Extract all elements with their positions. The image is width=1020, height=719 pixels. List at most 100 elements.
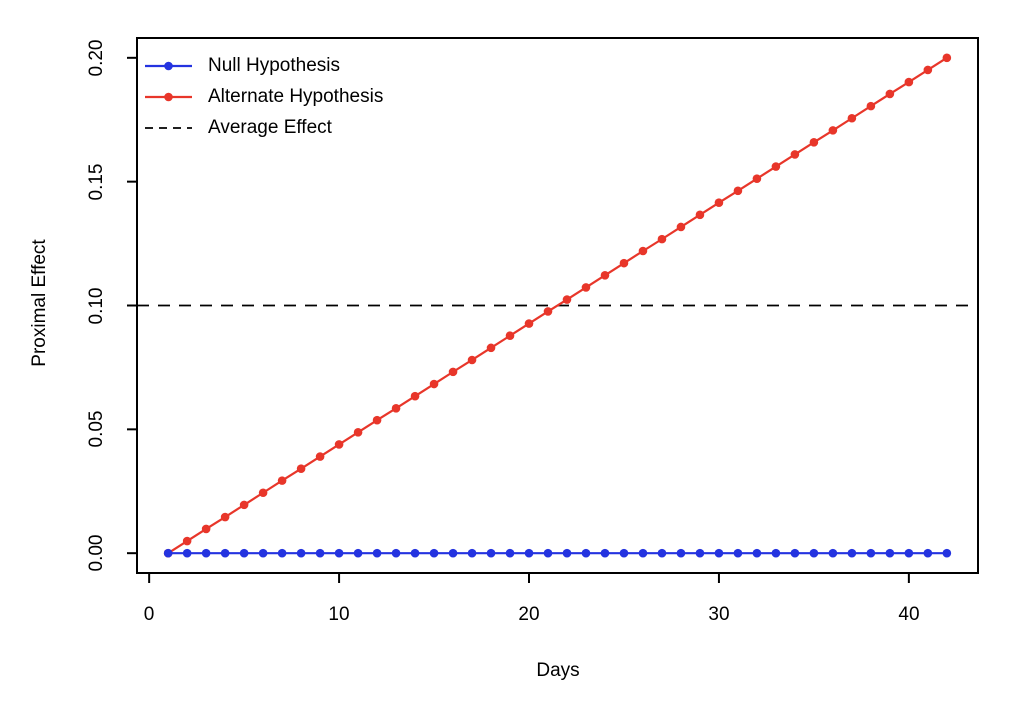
data-point bbox=[752, 174, 762, 183]
data-point bbox=[923, 548, 933, 558]
data-point bbox=[448, 367, 458, 377]
data-point bbox=[695, 548, 705, 558]
data-point bbox=[315, 548, 325, 558]
data-point bbox=[714, 198, 724, 208]
data-point bbox=[885, 548, 895, 558]
data-point bbox=[866, 548, 876, 558]
data-point bbox=[353, 548, 363, 558]
data-point bbox=[581, 283, 591, 292]
data-point bbox=[277, 548, 287, 558]
data-point bbox=[923, 65, 933, 75]
data-point bbox=[828, 548, 838, 558]
data-point bbox=[562, 295, 572, 304]
data-point bbox=[638, 548, 648, 558]
data-point bbox=[296, 464, 306, 474]
legend-line-marker-null-icon bbox=[145, 61, 192, 70]
data-point bbox=[790, 548, 800, 558]
data-point bbox=[429, 379, 439, 389]
data-point bbox=[239, 500, 249, 510]
data-point bbox=[581, 548, 591, 558]
legend-label-null: Null Hypothesis bbox=[208, 54, 340, 76]
data-point bbox=[201, 524, 211, 534]
data-point bbox=[486, 343, 496, 353]
y-tick-label-015: 0.15 bbox=[86, 163, 107, 201]
legend-label-average: Average Effect bbox=[208, 116, 332, 138]
data-point bbox=[809, 548, 819, 558]
data-point bbox=[353, 428, 363, 437]
legend-dashed-line-icon bbox=[145, 126, 192, 129]
data-point bbox=[866, 101, 876, 111]
data-point bbox=[676, 222, 686, 232]
data-point bbox=[847, 548, 857, 558]
data-point bbox=[258, 488, 268, 498]
legend-line-marker-alternate-icon bbox=[145, 92, 192, 101]
data-point bbox=[695, 210, 705, 220]
data-point bbox=[562, 548, 572, 558]
data-point bbox=[885, 89, 895, 99]
data-point bbox=[315, 452, 325, 461]
data-point bbox=[467, 548, 477, 558]
data-point bbox=[182, 548, 192, 558]
data-point bbox=[733, 548, 743, 558]
data-point bbox=[277, 476, 287, 485]
data-point bbox=[904, 77, 914, 87]
data-point bbox=[182, 536, 192, 546]
legend: Null Hypothesis Alternate Hypothesis Ave… bbox=[145, 50, 383, 143]
data-point bbox=[676, 548, 686, 558]
data-point bbox=[201, 548, 211, 558]
data-point bbox=[486, 548, 496, 558]
data-point bbox=[657, 548, 667, 558]
data-point bbox=[752, 548, 762, 558]
data-point bbox=[790, 150, 800, 159]
data-point bbox=[619, 548, 629, 558]
y-tick-label-020: 0.20 bbox=[86, 39, 107, 77]
data-point bbox=[239, 548, 249, 558]
data-point bbox=[505, 548, 515, 558]
legend-row-alternate: Alternate Hypothesis bbox=[145, 81, 383, 112]
x-tick-label-0: 0 bbox=[143, 604, 155, 625]
data-point bbox=[524, 548, 534, 558]
data-point bbox=[904, 548, 914, 558]
x-tick-label-10: 10 bbox=[328, 604, 350, 625]
data-point bbox=[505, 331, 515, 341]
y-tick-label-005: 0.05 bbox=[86, 410, 107, 448]
data-point bbox=[809, 137, 819, 147]
data-point bbox=[600, 548, 610, 558]
data-point bbox=[220, 512, 230, 522]
data-point bbox=[391, 403, 401, 413]
x-tick-label-20: 20 bbox=[518, 604, 540, 625]
x-tick-label-40: 40 bbox=[898, 604, 920, 625]
data-point bbox=[942, 53, 952, 63]
data-point bbox=[258, 548, 268, 558]
data-point bbox=[942, 548, 952, 558]
data-point bbox=[372, 548, 382, 558]
data-point bbox=[448, 548, 458, 558]
data-point bbox=[524, 319, 534, 328]
data-point bbox=[771, 162, 781, 171]
data-point bbox=[543, 548, 553, 558]
data-point bbox=[714, 548, 724, 558]
data-point bbox=[600, 270, 610, 280]
data-point bbox=[410, 391, 420, 401]
y-tick-label-000: 0.00 bbox=[86, 534, 107, 572]
data-point bbox=[410, 548, 420, 558]
data-point bbox=[429, 548, 439, 558]
y-axis-title: Proximal Effect bbox=[29, 239, 50, 367]
y-tick-label-010: 0.10 bbox=[86, 287, 107, 325]
x-axis-title: Days bbox=[536, 660, 580, 681]
data-point bbox=[220, 548, 230, 558]
data-point bbox=[334, 440, 344, 449]
data-point bbox=[771, 548, 781, 558]
data-point bbox=[638, 246, 648, 256]
data-point bbox=[296, 548, 306, 558]
data-point bbox=[543, 307, 553, 316]
x-tick-label-30: 30 bbox=[708, 604, 730, 625]
data-point bbox=[847, 113, 857, 123]
data-point bbox=[733, 186, 743, 196]
data-point bbox=[619, 258, 629, 268]
legend-label-alternate: Alternate Hypothesis bbox=[208, 85, 384, 107]
data-point bbox=[657, 234, 667, 244]
data-point bbox=[467, 355, 477, 365]
